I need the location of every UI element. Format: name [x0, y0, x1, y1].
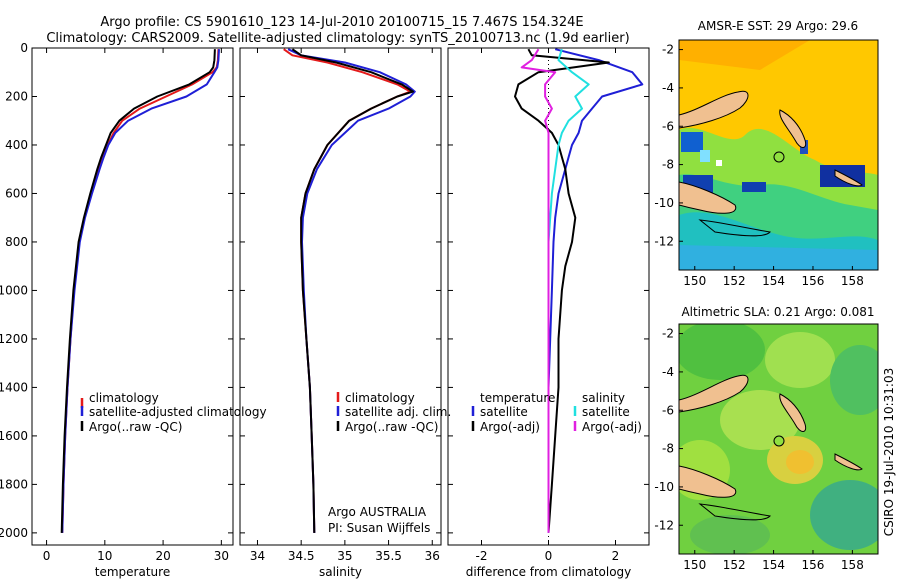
argo-australia-label: Argo AUSTRALIA: [328, 505, 427, 519]
sst-map-field: [679, 40, 878, 270]
map-x-tick-label: 152: [723, 558, 746, 572]
x-tick-label: -2: [476, 549, 488, 563]
map-x-tick-label: 154: [762, 558, 785, 572]
difference-panel: -2 0 2 difference from climatology: [447, 47, 650, 579]
sst-cold-patch: [681, 132, 703, 152]
sst-cold-patch: [700, 150, 710, 162]
map-y-tick-label: -12: [654, 234, 674, 248]
map-x-tick-label: 150: [683, 274, 706, 288]
x-tick-label: 2: [612, 549, 620, 563]
x-tick-label: 35: [337, 549, 352, 563]
plot-frame: [31, 47, 234, 546]
legend-label: satellite: [480, 405, 528, 419]
series-line: [291, 48, 414, 533]
map-x-tick-label: 156: [802, 558, 825, 572]
y-tick-label: 1400: [0, 380, 28, 394]
csiro-stamp: CSIRO 19-Jul-2010 10:31:03: [882, 368, 896, 536]
legend-label: satellite-adjusted climatology: [89, 405, 267, 419]
y-tick-label: 800: [5, 235, 28, 249]
map-y-tick-label: -10: [654, 480, 674, 494]
map-y-tick-label: -2: [662, 43, 674, 57]
legend-label: Argo(-adj): [582, 420, 642, 434]
legend-header-temperature: temperature: [480, 391, 555, 405]
map-x-tick-label: 158: [841, 558, 864, 572]
y-tick-label: 1800: [0, 477, 28, 491]
series-line: [520, 48, 557, 533]
argo-location-marker: [773, 435, 785, 447]
map-y-tick-label: -4: [662, 81, 674, 95]
temperature-legend: climatology satellite-adjusted climatolo…: [80, 391, 267, 434]
temperature-panel: 0 10 20 30 temperature 0 200 400 600 800 1000 1200 1…: [0, 41, 234, 579]
sst-cold-patch: [742, 182, 766, 192]
y-tick-label: 1600: [0, 429, 28, 443]
map-y-tick-label: -12: [654, 518, 674, 532]
y-tick-label: 400: [5, 138, 28, 152]
map-x-tick-label: 154: [762, 274, 785, 288]
legend-label: Argo(..raw -QC): [89, 420, 182, 434]
legend-label: Argo(..raw -QC): [345, 420, 438, 434]
series-line: [514, 48, 610, 533]
y-tick-label: 1000: [0, 283, 28, 297]
sst-map-frame: [678, 39, 879, 271]
map-y-tick-label: -10: [654, 196, 674, 210]
salinity-panel: 34 34.5 35 35.5 36 salinity: [239, 47, 442, 579]
map-y-tick-label: -8: [662, 158, 674, 172]
x-axis-label: salinity: [319, 565, 362, 579]
sla-map-field: [679, 324, 878, 554]
y-tick-label: 600: [5, 186, 28, 200]
x-tick-label: 34.5: [288, 549, 315, 563]
sla-map-title: Altimetric SLA: 0.21 Argo: 0.081: [681, 305, 874, 319]
sla-map-frame: [678, 323, 879, 555]
legend-label: Argo(-adj): [480, 420, 540, 434]
x-axis-label: difference from climatology: [466, 565, 632, 579]
legend-label: climatology: [345, 391, 415, 405]
difference-legend: temperature satellite Argo(-adj) salinit…: [471, 391, 642, 434]
map-y-tick-label: -2: [662, 327, 674, 341]
y-tick-label: 200: [5, 89, 28, 103]
x-tick-label: 20: [155, 549, 170, 563]
series-line: [60, 49, 216, 533]
map-y-tick-label: -6: [662, 119, 674, 133]
x-tick-label: 10: [97, 549, 112, 563]
y-tick-label: 2000: [0, 526, 28, 540]
map-x-tick-label: 156: [802, 274, 825, 288]
map-y-tick-label: -4: [662, 365, 674, 379]
x-tick-label: 0: [43, 549, 51, 563]
legend-label: satellite adj. clim.: [345, 405, 451, 419]
legend-label: climatology: [89, 391, 159, 405]
plot-frame: [239, 47, 442, 546]
map-x-tick-label: 150: [683, 558, 706, 572]
x-axis-label: temperature: [95, 565, 170, 579]
x-tick-label: 30: [214, 549, 229, 563]
map-x-tick-label: 158: [841, 274, 864, 288]
argo-location-marker: [773, 151, 785, 163]
figure-title-line2: Climatology: CARS2009. Satellite-adjuste…: [46, 31, 629, 46]
map-x-tick-label: 152: [723, 274, 746, 288]
sla-map-axes: 150 152 154 156 158 -2 -4 -6 -8 -10 -12: [654, 327, 863, 572]
pi-label: PI: Susan Wijffels: [328, 521, 430, 535]
sst-missing-cell: [716, 160, 722, 166]
figure-title-line1: Argo profile: CS 5901610_123 14-Jul-2010…: [100, 15, 583, 30]
y-tick-label: 0: [20, 41, 28, 55]
x-tick-label: 36: [425, 549, 440, 563]
x-tick-label: 34: [250, 549, 265, 563]
salinity-legend: climatology satellite adj. clim. Argo(..…: [336, 391, 451, 434]
x-tick-label: 0: [545, 549, 553, 563]
sst-map-title: AMSR-E SST: 29 Argo: 29.6: [698, 19, 858, 33]
y-tick-label: 1200: [0, 332, 28, 346]
x-tick-label: 35.5: [375, 549, 402, 563]
map-y-tick-label: -8: [662, 442, 674, 456]
sst-map-axes: 150 152 154 156 158 -2 -4 -6 -8 -10 -12: [654, 43, 863, 288]
map-y-tick-label: -6: [662, 403, 674, 417]
legend-label: satellite: [582, 405, 630, 419]
legend-header-salinity: salinity: [582, 391, 625, 405]
